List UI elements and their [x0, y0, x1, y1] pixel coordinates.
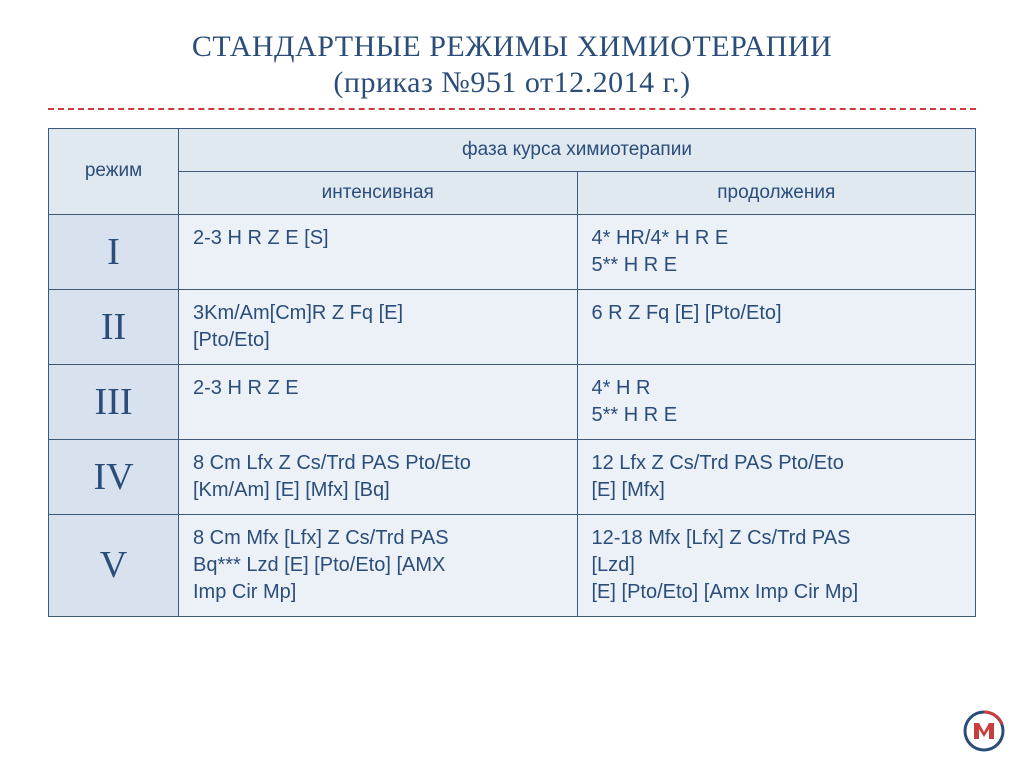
continuation-cell: 12-18 Mfx [Lfx] Z Cs/Trd PAS [Lzd] [E] [… — [577, 514, 976, 616]
header-phase-group: фаза курса химиотерапии — [179, 128, 976, 171]
table-body: I 2-3 H R Z E [S] 4* HR/4* H R E 5** H R… — [49, 214, 976, 616]
intensive-cell: 2-3 H R Z E — [179, 364, 578, 439]
table-row: II 3Km/Am[Cm]R Z Fq [E] [Pto/Eto] 6 R Z … — [49, 289, 976, 364]
chemo-table: режим фаза курса химиотерапии интенсивна… — [48, 128, 976, 617]
slide: СТАНДАРТНЫЕ РЕЖИМЫ ХИМИОТЕРАПИИ (приказ … — [0, 0, 1024, 767]
header-continuation: продолжения — [577, 171, 976, 214]
intensive-cell: 8 Cm Mfx [Lfx] Z Cs/Trd PAS Bq*** Lzd [E… — [179, 514, 578, 616]
slide-title: СТАНДАРТНЫЕ РЕЖИМЫ ХИМИОТЕРАПИИ — [48, 28, 976, 66]
header-row-2: интенсивная продолжения — [49, 171, 976, 214]
table-row: IV 8 Cm Lfx Z Cs/Trd PAS Pto/Eto [Km/Am]… — [49, 439, 976, 514]
continuation-cell: 4* HR/4* H R E 5** H R E — [577, 214, 976, 289]
continuation-cell: 6 R Z Fq [E] [Pto/Eto] — [577, 289, 976, 364]
table-row: III 2-3 H R Z E 4* H R 5** H R E — [49, 364, 976, 439]
logo-icon — [962, 709, 1006, 753]
title-block: СТАНДАРТНЫЕ РЕЖИМЫ ХИМИОТЕРАПИИ (приказ … — [48, 28, 976, 110]
intensive-cell: 8 Cm Lfx Z Cs/Trd PAS Pto/Eto [Km/Am] [E… — [179, 439, 578, 514]
header-mode: режим — [49, 128, 179, 214]
mode-cell: II — [49, 289, 179, 364]
header-row-1: режим фаза курса химиотерапии — [49, 128, 976, 171]
intensive-cell: 2-3 H R Z E [S] — [179, 214, 578, 289]
mode-cell: IV — [49, 439, 179, 514]
header-intensive: интенсивная — [179, 171, 578, 214]
mode-cell: III — [49, 364, 179, 439]
slide-subtitle: (приказ №951 от12.2014 г.) — [48, 66, 976, 100]
continuation-cell: 4* H R 5** H R E — [577, 364, 976, 439]
intensive-cell: 3Km/Am[Cm]R Z Fq [E] [Pto/Eto] — [179, 289, 578, 364]
table-row: I 2-3 H R Z E [S] 4* HR/4* H R E 5** H R… — [49, 214, 976, 289]
table-row: V 8 Cm Mfx [Lfx] Z Cs/Trd PAS Bq*** Lzd … — [49, 514, 976, 616]
mode-cell: I — [49, 214, 179, 289]
mode-cell: V — [49, 514, 179, 616]
continuation-cell: 12 Lfx Z Cs/Trd PAS Pto/Eto [E] [Mfx] — [577, 439, 976, 514]
